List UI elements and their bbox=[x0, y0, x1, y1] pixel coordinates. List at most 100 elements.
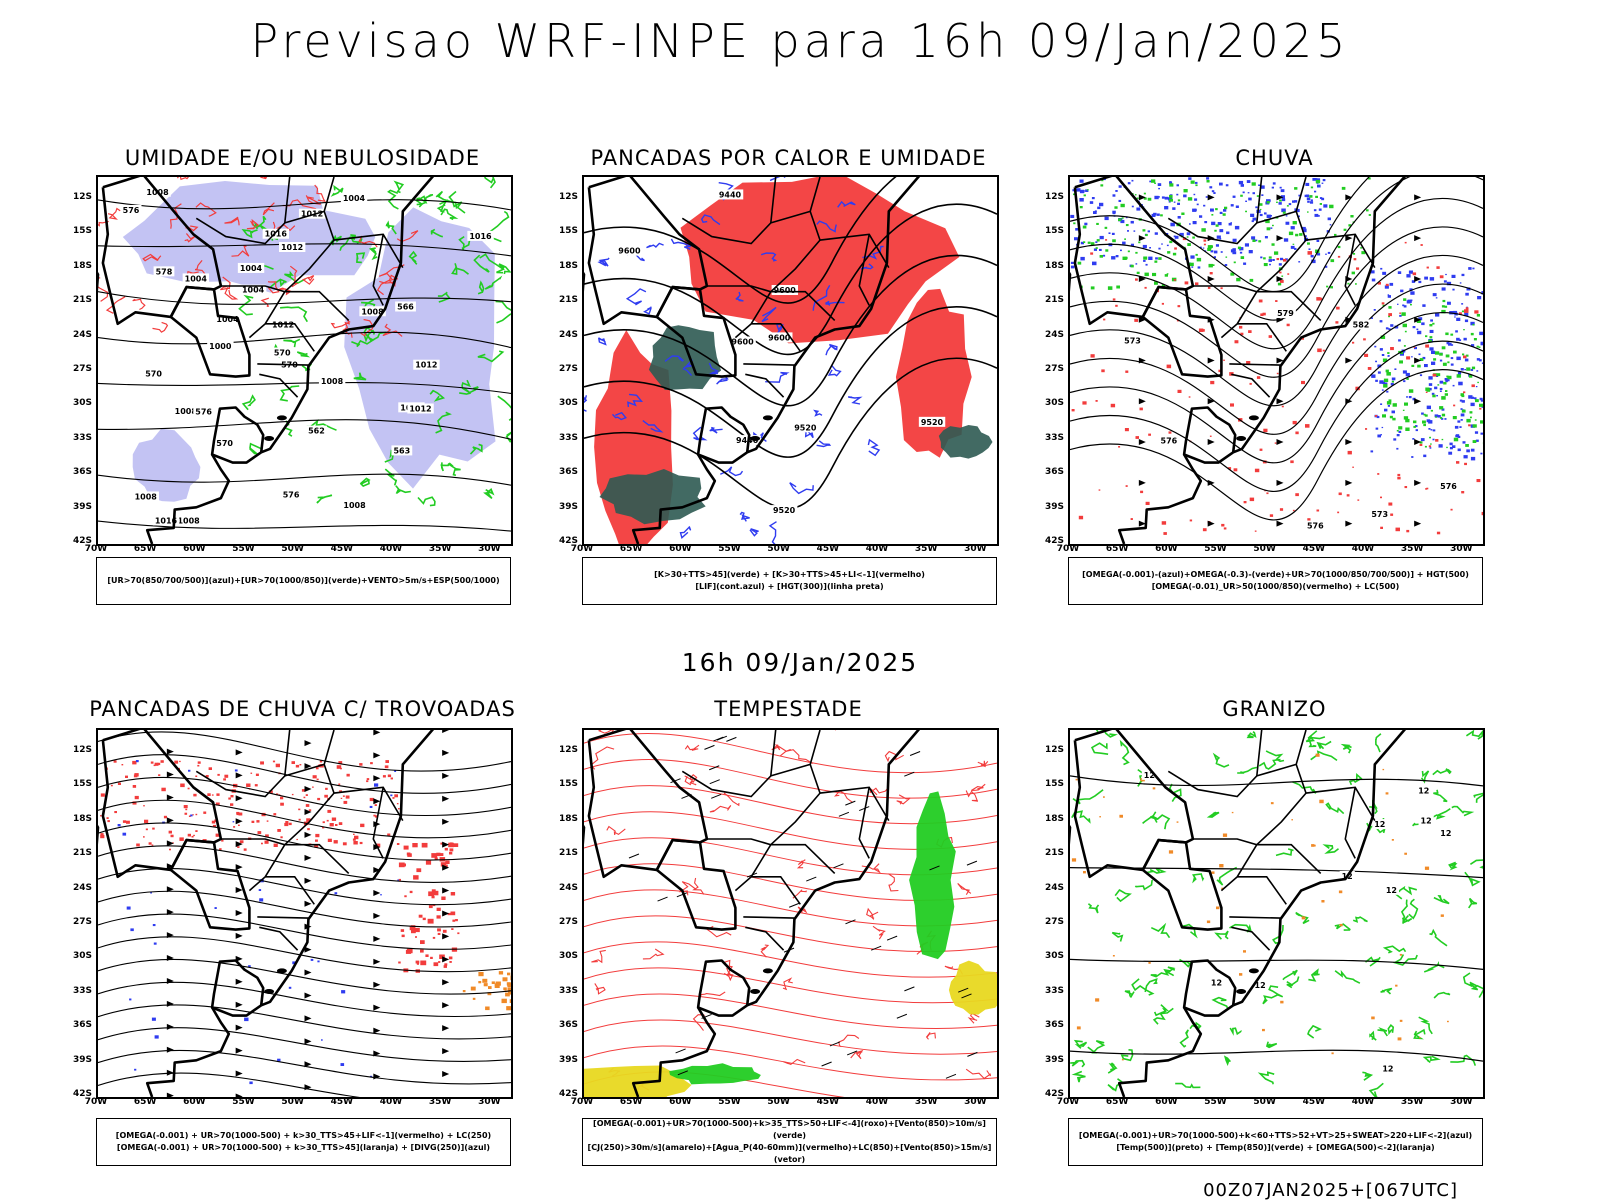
speckle bbox=[1334, 234, 1337, 236]
lagoon-mark bbox=[1249, 968, 1259, 973]
speckle bbox=[1446, 355, 1450, 358]
contour-segment bbox=[848, 397, 860, 404]
speckle bbox=[1148, 962, 1150, 964]
speckle bbox=[101, 793, 105, 796]
speckle bbox=[212, 794, 214, 795]
flow-arrow bbox=[167, 1093, 174, 1097]
lon-tick-label: 50W bbox=[278, 544, 308, 554]
speckle bbox=[1231, 204, 1234, 206]
lon-tick-label: 45W bbox=[1299, 544, 1329, 554]
speckle bbox=[1433, 358, 1436, 360]
contour-segment bbox=[835, 790, 852, 802]
speckle bbox=[1099, 249, 1102, 251]
speckle bbox=[1321, 198, 1324, 200]
speckle bbox=[1451, 364, 1454, 366]
speckle bbox=[285, 821, 288, 824]
speckle bbox=[1122, 217, 1124, 219]
contour-segment bbox=[1449, 862, 1455, 868]
contour-segment bbox=[681, 526, 691, 537]
speckle bbox=[1317, 349, 1322, 353]
speckle bbox=[1406, 530, 1409, 532]
speckle bbox=[1464, 463, 1467, 465]
speckle bbox=[1274, 251, 1278, 254]
speckle bbox=[1164, 206, 1168, 209]
lagoon-mark bbox=[763, 415, 773, 420]
speckle bbox=[1426, 392, 1428, 393]
speckle bbox=[1080, 190, 1084, 193]
speckle bbox=[1224, 207, 1227, 210]
speckle bbox=[1347, 283, 1349, 285]
lat-tick-label: 27S bbox=[58, 917, 92, 927]
speckle bbox=[337, 765, 342, 769]
speckle bbox=[1219, 229, 1223, 232]
speckle bbox=[1118, 446, 1120, 448]
speckle bbox=[1140, 491, 1143, 493]
contour-segment bbox=[1154, 1008, 1173, 1024]
speckle bbox=[1193, 221, 1197, 224]
speckle bbox=[1207, 921, 1210, 924]
lon-tick-label: 65W bbox=[130, 1097, 160, 1107]
wind-vector bbox=[839, 812, 849, 816]
lagoon-mark bbox=[750, 989, 760, 994]
speckle bbox=[123, 820, 126, 823]
speckle bbox=[1223, 213, 1226, 216]
speckle bbox=[1307, 211, 1309, 212]
lat-tick-label: 18S bbox=[58, 814, 92, 824]
speckle bbox=[455, 919, 458, 921]
speckle bbox=[1206, 196, 1208, 198]
speckle bbox=[1257, 195, 1259, 197]
speckle bbox=[1337, 512, 1339, 514]
state-border bbox=[859, 787, 869, 858]
speckle bbox=[353, 834, 355, 835]
speckle bbox=[1305, 183, 1309, 186]
contour-label: 1012 bbox=[272, 320, 294, 329]
contour-segment bbox=[783, 979, 793, 990]
contour-label: 1016 bbox=[469, 232, 492, 241]
flow-arrow bbox=[1208, 194, 1215, 200]
speckle bbox=[321, 1039, 323, 1040]
speckle bbox=[151, 762, 154, 764]
speckle bbox=[1188, 177, 1191, 180]
speckle bbox=[143, 836, 145, 837]
flow-arrow bbox=[1414, 521, 1421, 527]
speckle bbox=[1233, 239, 1237, 242]
contour-segment bbox=[98, 280, 108, 301]
speckle bbox=[1453, 351, 1457, 354]
contour-segment bbox=[1308, 970, 1319, 981]
speckle bbox=[1280, 187, 1282, 189]
speckle bbox=[1479, 408, 1481, 410]
lon-tick-label: 70W bbox=[567, 1097, 597, 1107]
speckle bbox=[1210, 436, 1212, 437]
lon-tick-label: 35W bbox=[425, 544, 455, 554]
lat-tick-label: 39S bbox=[58, 1055, 92, 1065]
speckle bbox=[1172, 207, 1175, 210]
speckle bbox=[1162, 521, 1166, 525]
contour-label: 576 bbox=[1440, 482, 1457, 491]
contour-segment bbox=[1267, 1042, 1277, 1048]
speckle bbox=[228, 798, 231, 800]
speckle bbox=[1118, 218, 1121, 221]
contour-segment bbox=[966, 791, 978, 802]
speckle bbox=[307, 828, 310, 830]
speckle bbox=[450, 848, 454, 851]
contour-segment bbox=[1092, 743, 1108, 754]
speckle bbox=[1217, 236, 1221, 239]
speckle bbox=[1394, 368, 1396, 370]
speckle bbox=[1451, 357, 1454, 359]
speckle bbox=[1421, 438, 1425, 441]
contour-line bbox=[98, 823, 511, 860]
speckle bbox=[1328, 218, 1331, 221]
speckle bbox=[510, 976, 511, 981]
speckle bbox=[1427, 419, 1431, 422]
speckle bbox=[1071, 262, 1074, 264]
speckle bbox=[1103, 796, 1105, 798]
contour-segment bbox=[1425, 1056, 1438, 1062]
speckle bbox=[1412, 438, 1414, 440]
speckle bbox=[1306, 195, 1309, 198]
lon-tick-label: 45W bbox=[327, 544, 357, 554]
speckle bbox=[1407, 300, 1411, 303]
country-border bbox=[1143, 840, 1222, 930]
contour-segment bbox=[1381, 989, 1392, 994]
speckle bbox=[1253, 192, 1256, 194]
